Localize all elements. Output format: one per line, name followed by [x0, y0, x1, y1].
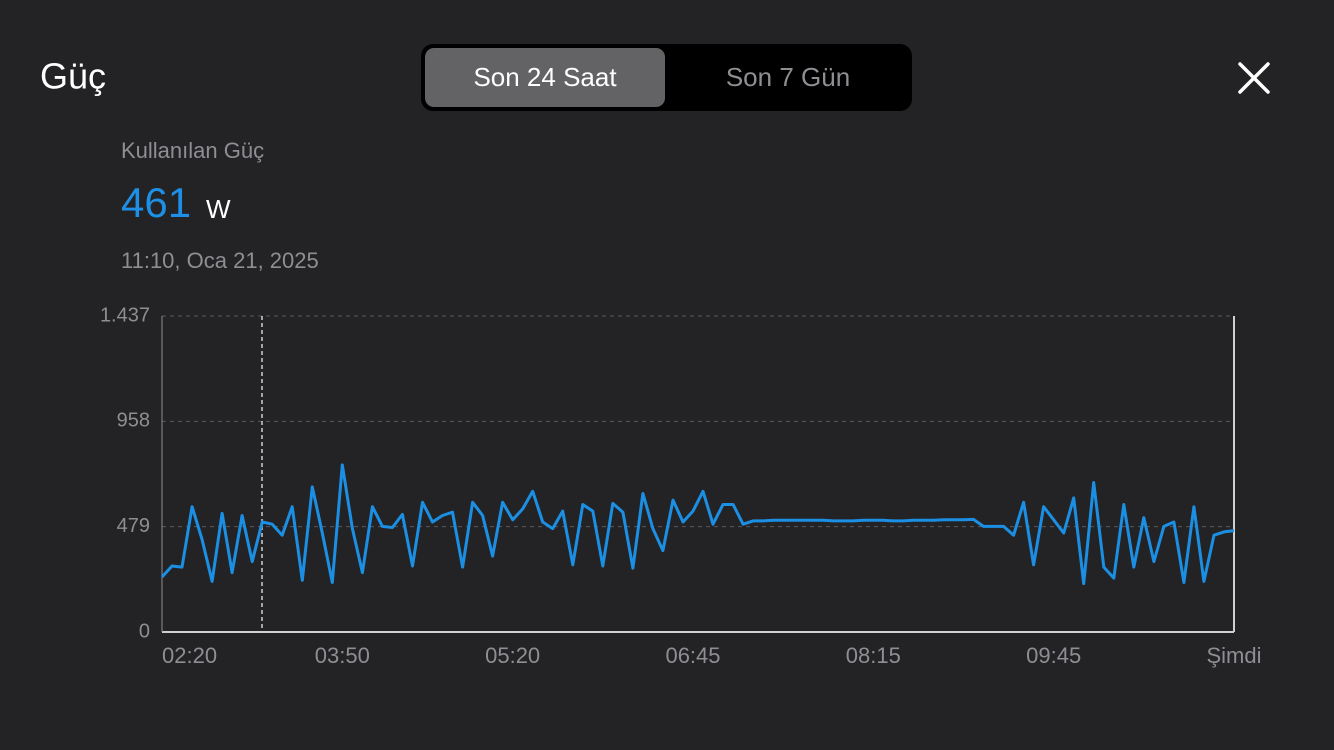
summary-timestamp: 11:10, Oca 21, 2025 — [121, 248, 319, 273]
tab[interactable]: Son 24 Saat — [473, 62, 617, 92]
y-tick-label: 479 — [117, 515, 150, 537]
x-tick-label: 02:20 — [162, 643, 217, 668]
close-button[interactable] — [1238, 62, 1270, 94]
summary-unit: W — [206, 194, 231, 224]
title: Güç — [40, 56, 106, 97]
tab[interactable]: Son 7 Gün — [726, 62, 850, 92]
x-tick-label: 03:50 — [315, 643, 370, 668]
tab-selected-bg — [425, 48, 665, 107]
y-tick-label: 1.437 — [100, 304, 150, 326]
x-tick-label: 09:45 — [1026, 643, 1081, 668]
x-tick-label: 08:15 — [846, 643, 901, 668]
chart: 0 479 958 1.437 02:20 03:50 05:20 06:45 08:15 09:… — [100, 304, 1262, 668]
tabs: Son 24 Saat Son 7 Gün — [425, 48, 850, 107]
x-tick-label: Şimdi — [1206, 643, 1261, 668]
summary-value: 461 — [121, 179, 191, 226]
x-tick-label: 06:45 — [665, 643, 720, 668]
y-tick-label: 0 — [139, 620, 150, 642]
y-tick-label: 958 — [117, 410, 150, 432]
close-icon — [1238, 62, 1270, 94]
power-line — [160, 463, 1235, 586]
x-tick-label: 05:20 — [485, 643, 540, 668]
summary-label: Kullanılan Güç — [121, 138, 264, 163]
